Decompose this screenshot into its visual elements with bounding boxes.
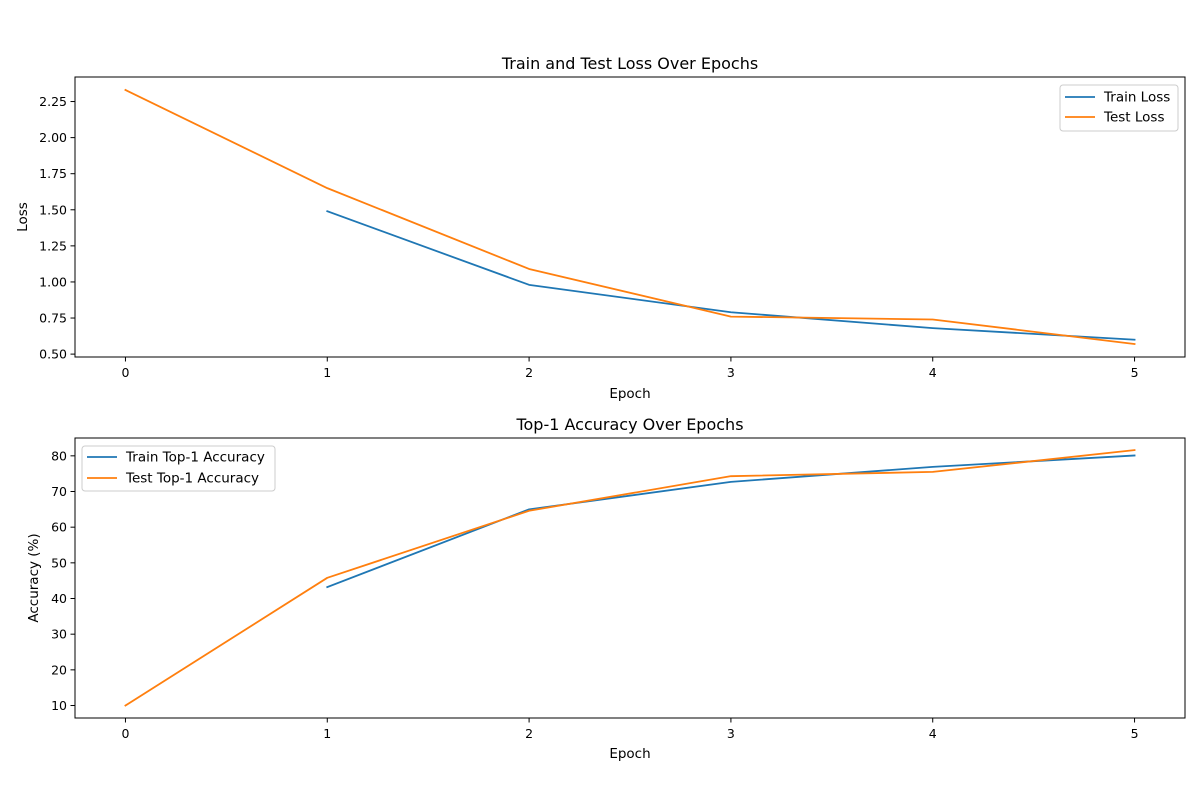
series-line-train-loss: [326, 210, 1136, 341]
x-tick-label: 0: [121, 365, 129, 380]
x-tick-label: 2: [525, 365, 533, 380]
x-tick-label: 5: [1131, 726, 1139, 741]
series-line-test-loss: [124, 88, 1136, 346]
tick-group: 0 1 2 3 4 5 10 20 30 40 50 60 70 80: [51, 448, 1138, 741]
y-tick-label: 30: [51, 627, 67, 642]
x-tick-label: 2: [525, 726, 533, 741]
x-tick-label: 3: [727, 365, 735, 380]
y-axis-label: Loss: [15, 202, 31, 232]
series-group: [124, 88, 1136, 346]
legend-box: [81, 445, 276, 492]
y-tick-label: 1.00: [39, 274, 67, 289]
y-tick-label: 50: [51, 555, 67, 570]
y-tick-label: 0.50: [39, 347, 67, 362]
y-tick-label: 1.50: [39, 202, 67, 217]
y-tick-label: 2.25: [39, 94, 67, 109]
x-tick-label: 5: [1131, 365, 1139, 380]
y-tick-label: 10: [51, 698, 67, 713]
series-group: [124, 449, 1136, 707]
legend: Train Top-1 Accuracy Test Top-1 Accuracy: [81, 445, 276, 492]
y-tick-label: 20: [51, 662, 67, 677]
y-tick-label: 0.75: [39, 311, 67, 326]
chart-title: Train and Test Loss Over Epochs: [501, 54, 758, 73]
plot-frame: [74, 76, 1186, 358]
legend-label-train-loss: Train Loss: [1103, 90, 1170, 106]
legend-label-test-loss: Test Loss: [1103, 110, 1165, 126]
legend-label-train-accuracy: Train Top-1 Accuracy: [125, 450, 265, 466]
tick-group: 0 1 2 3 4 5 0.50 0.75 1.00 1.25 1.50 1.75 2.00 2.25: [39, 94, 1138, 380]
x-axis-label: Epoch: [609, 746, 650, 762]
series-line-train-top-1-accuracy: [326, 454, 1136, 589]
y-tick-label: 1.75: [39, 166, 67, 181]
x-tick-label: 1: [323, 365, 331, 380]
x-tick-label: 1: [323, 726, 331, 741]
x-tick-label: 4: [929, 365, 937, 380]
series-line-test-top-1-accuracy: [124, 449, 1136, 707]
plot-frame: [74, 437, 1186, 719]
y-tick-label: 70: [51, 484, 67, 499]
y-tick-label: 80: [51, 448, 67, 463]
accuracy-chart: Top-1 Accuracy Over Epochs 0 1 2 3 4 5 10 20 30 4…: [26, 415, 1186, 762]
y-tick-label: 2.00: [39, 130, 67, 145]
legend: Train Loss Test Loss: [1059, 84, 1179, 132]
loss-chart: Train and Test Loss Over Epochs 0 1 2 3 4 5 0.…: [15, 54, 1186, 402]
x-tick-label: 4: [929, 726, 937, 741]
y-axis-label: Accuracy (%): [26, 533, 42, 622]
legend-label-test-accuracy: Test Top-1 Accuracy: [125, 471, 259, 487]
x-axis-label: Epoch: [609, 386, 650, 402]
y-tick-label: 40: [51, 591, 67, 606]
chart-title: Top-1 Accuracy Over Epochs: [515, 415, 743, 434]
y-tick-label: 1.25: [39, 238, 67, 253]
y-tick-label: 60: [51, 520, 67, 535]
x-tick-label: 0: [121, 726, 129, 741]
x-tick-label: 3: [727, 726, 735, 741]
